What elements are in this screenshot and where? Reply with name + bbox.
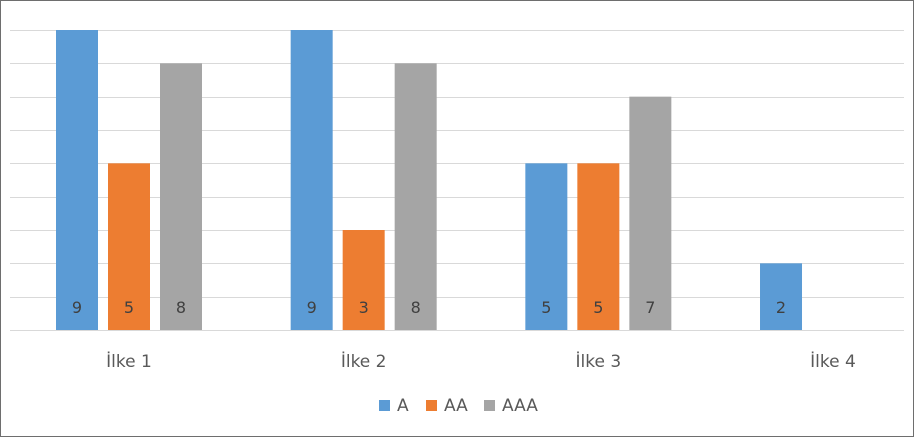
category-label-2: İlke 2 (341, 351, 387, 372)
legend-swatch-aa (426, 400, 437, 411)
legend-label-aaa: AAA (502, 396, 538, 416)
data-label-aa-2: 3 (359, 298, 369, 317)
data-label-aaa-3: 7 (645, 298, 655, 317)
data-label-aaa-2: 8 (411, 298, 421, 317)
category-label-3: İlke 3 (576, 351, 622, 372)
data-label-aaa-1: 8 (176, 298, 186, 317)
bar-aaa-1 (160, 63, 202, 330)
data-label-a-1: 9 (72, 298, 82, 317)
legend-swatch-a (379, 400, 390, 411)
bar-a-4 (760, 263, 803, 330)
bar-aa-3 (577, 163, 620, 330)
bars (56, 30, 803, 331)
bar-aaa-3 (629, 96, 672, 331)
data-labels: 9 5 8 9 3 8 5 5 7 2 (72, 298, 786, 317)
legend: A AA AAA (379, 396, 538, 416)
bar-aaa-2 (394, 63, 437, 330)
data-label-a-3: 5 (541, 298, 551, 317)
data-label-a-2: 9 (307, 298, 317, 317)
bar-a-2 (290, 30, 333, 330)
gridlines (10, 30, 904, 331)
bar-aa-2 (342, 230, 385, 330)
legend-label-aa: AA (444, 396, 468, 416)
bar-aa-1 (108, 163, 150, 330)
data-label-aa-3: 5 (593, 298, 603, 317)
category-label-1: İlke 1 (106, 351, 152, 372)
category-labels: İlke 1 İlke 2 İlke 3 İlke 4 (106, 351, 856, 372)
bar-a-3 (525, 163, 568, 330)
data-label-aa-1: 5 (124, 298, 134, 317)
legend-label-a: A (397, 396, 409, 416)
bar-a-1 (56, 30, 98, 330)
data-label-a-4: 2 (776, 298, 786, 317)
legend-swatch-aaa (484, 400, 495, 411)
category-label-4: İlke 4 (810, 351, 856, 372)
